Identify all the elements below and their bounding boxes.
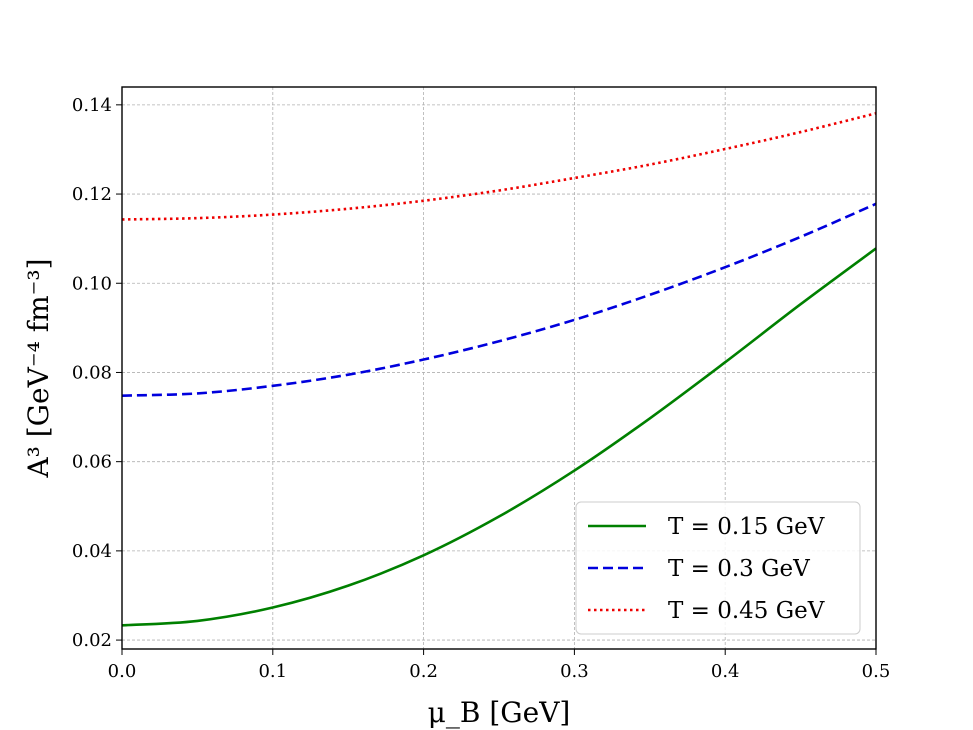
y-axis-label: A³ [GeV⁻⁴ fm⁻³] — [22, 258, 55, 478]
y-tick-label: 0.12 — [72, 184, 112, 205]
series-line-3 — [121, 112, 877, 221]
legend-entry-1: T = 0.15 GeV — [668, 514, 825, 540]
legend-box — [575, 501, 861, 635]
x-tick-label: 0.0 — [108, 661, 137, 682]
x-tick-label: 0.5 — [862, 661, 891, 682]
y-tick-label: 0.10 — [72, 273, 112, 294]
series-line-2 — [121, 202, 877, 397]
legend: T = 0.15 GeV T = 0.3 GeV T = 0.45 GeV — [575, 501, 861, 635]
axis-ticks: 0.0 0.1 0.2 0.3 0.4 0.5 0.02 0.04 0.06 0.08 0.10 0.… — [72, 95, 890, 682]
series-lines — [121, 112, 877, 627]
plot-frame — [121, 86, 877, 650]
y-tick-label: 0.06 — [72, 452, 112, 473]
y-tick-label: 0.02 — [72, 630, 112, 651]
grid — [121, 87, 877, 649]
x-tick-label: 0.4 — [711, 661, 740, 682]
x-tick-label: 0.1 — [258, 661, 287, 682]
x-tick-label: 0.2 — [409, 661, 438, 682]
y-tick-label: 0.08 — [72, 362, 112, 383]
y-tick-label: 0.04 — [72, 541, 112, 562]
x-axis-label: μ_B [GeV] — [428, 696, 571, 729]
series-line-1 — [121, 247, 877, 627]
legend-entry-2: T = 0.3 GeV — [668, 556, 810, 582]
y-tick-label: 0.14 — [72, 95, 112, 116]
legend-entry-3: T = 0.45 GeV — [668, 598, 825, 624]
x-tick-label: 0.3 — [560, 661, 589, 682]
